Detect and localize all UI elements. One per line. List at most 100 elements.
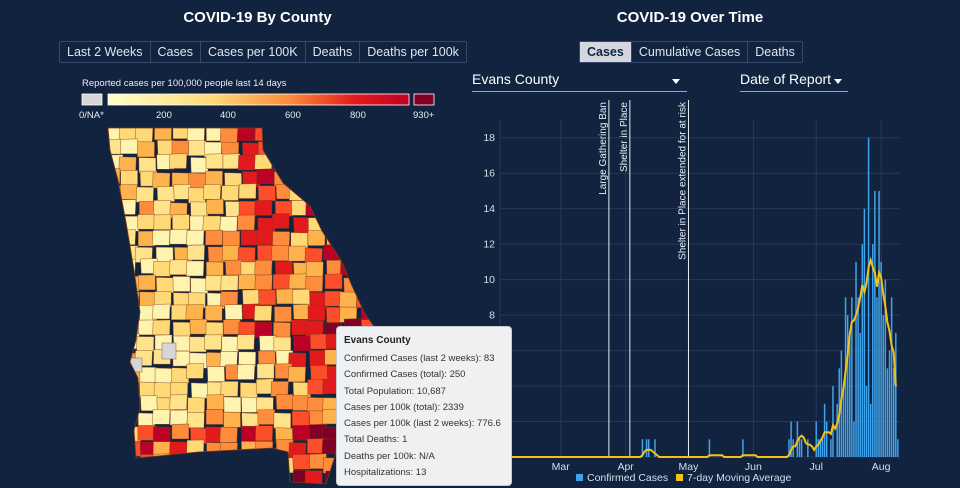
county-polygon[interactable] <box>156 186 175 202</box>
county-select[interactable]: Evans County <box>472 71 687 92</box>
tab-last-2-weeks[interactable]: Last 2 Weeks <box>60 42 151 62</box>
case-bar[interactable] <box>708 439 711 457</box>
county-polygon[interactable] <box>153 261 171 277</box>
date-mode-select[interactable]: Date of Report <box>740 71 848 92</box>
case-bar[interactable] <box>869 403 872 457</box>
case-bar[interactable] <box>863 208 866 457</box>
county-polygon[interactable] <box>258 185 276 201</box>
county-polygon[interactable] <box>324 273 343 290</box>
tab-deaths-over-time[interactable]: Deaths <box>755 45 795 59</box>
case-bar[interactable] <box>859 332 861 457</box>
case-bar[interactable] <box>647 439 650 457</box>
county-polygon[interactable] <box>186 363 205 379</box>
county-polygon[interactable] <box>220 381 239 397</box>
county-polygon[interactable] <box>238 154 256 171</box>
case-bar[interactable] <box>800 439 803 457</box>
case-bar[interactable] <box>872 244 874 457</box>
case-bar[interactable] <box>874 190 876 457</box>
case-bar[interactable] <box>867 137 870 457</box>
case-bar[interactable] <box>823 403 826 457</box>
county-polygon[interactable] <box>206 198 224 215</box>
county-polygon[interactable] <box>238 351 256 368</box>
county-polygon[interactable] <box>205 229 223 246</box>
county-polygon[interactable] <box>224 304 243 320</box>
county-polygon-na[interactable] <box>161 342 177 360</box>
county-polygon[interactable] <box>205 409 224 425</box>
county-polygon[interactable] <box>223 396 242 413</box>
county-polygon[interactable] <box>137 230 156 247</box>
case-bar[interactable] <box>825 421 828 457</box>
case-bar[interactable] <box>857 297 859 457</box>
county-polygon[interactable] <box>253 305 273 321</box>
county-polygon[interactable] <box>138 274 156 291</box>
county-polygon[interactable] <box>219 426 238 443</box>
county-polygon[interactable] <box>223 411 241 428</box>
tab-cases-per-100k[interactable]: Cases per 100K <box>201 42 306 62</box>
case-bar[interactable] <box>798 439 801 457</box>
county-polygon[interactable] <box>152 303 171 320</box>
case-bar[interactable] <box>880 261 882 457</box>
case-bar[interactable] <box>897 439 899 457</box>
tab-deaths[interactable]: Deaths <box>306 42 361 62</box>
county-polygon[interactable] <box>238 183 257 199</box>
county-polygon[interactable] <box>170 382 189 398</box>
county-polygon[interactable] <box>258 289 277 306</box>
county-polygon[interactable] <box>237 126 256 141</box>
case-bar[interactable] <box>876 297 878 457</box>
county-polygon[interactable] <box>309 333 328 350</box>
case-bar[interactable] <box>788 439 790 457</box>
case-bar[interactable] <box>855 261 857 457</box>
county-polygon[interactable] <box>152 230 171 246</box>
county-polygon[interactable] <box>205 275 224 291</box>
county-polygon[interactable] <box>256 363 275 379</box>
county-polygon[interactable] <box>153 291 172 308</box>
case-bar[interactable] <box>790 421 792 457</box>
case-bar[interactable] <box>654 439 656 457</box>
county-polygon[interactable] <box>255 425 273 441</box>
case-bar[interactable] <box>819 439 822 457</box>
case-bar[interactable] <box>861 244 864 457</box>
county-polygon[interactable] <box>256 168 274 184</box>
county-polygon[interactable] <box>187 244 205 261</box>
county-polygon[interactable] <box>304 470 323 486</box>
county-polygon[interactable] <box>221 336 239 352</box>
county-polygon[interactable] <box>189 336 207 353</box>
tab-cases-over-time[interactable]: Cases <box>580 42 632 62</box>
county-polygon[interactable] <box>186 412 205 429</box>
county-polygon[interactable] <box>204 305 223 321</box>
county-polygon[interactable] <box>152 409 171 425</box>
case-bar[interactable] <box>848 332 851 457</box>
case-bar[interactable] <box>645 439 648 457</box>
county-polygon[interactable] <box>275 200 293 217</box>
case-bar[interactable] <box>830 439 832 457</box>
county-polygon[interactable] <box>236 334 255 350</box>
county-polygon[interactable] <box>171 304 189 321</box>
county-polygon[interactable] <box>292 454 311 470</box>
county-polygon[interactable] <box>137 141 155 158</box>
case-bar[interactable] <box>851 297 853 457</box>
county-polygon[interactable] <box>254 200 273 216</box>
county-polygon[interactable] <box>169 153 188 169</box>
county-polygon[interactable] <box>169 394 188 410</box>
county-polygon[interactable] <box>287 366 306 383</box>
case-bar[interactable] <box>888 350 891 457</box>
case-bar[interactable] <box>836 403 838 457</box>
county-polygon[interactable] <box>171 423 190 440</box>
case-bar[interactable] <box>895 332 897 457</box>
county-polygon[interactable] <box>237 214 256 231</box>
case-bar[interactable] <box>892 368 895 457</box>
county-polygon[interactable] <box>220 275 239 291</box>
case-bar[interactable] <box>817 439 820 457</box>
county-polygon[interactable] <box>172 276 191 292</box>
tab-cases[interactable]: Cases <box>151 42 201 62</box>
county-polygon[interactable] <box>307 379 326 395</box>
county-polygon[interactable] <box>186 260 205 277</box>
county-polygon[interactable] <box>172 214 190 230</box>
county-polygon[interactable] <box>221 185 239 201</box>
case-bar[interactable] <box>821 439 824 457</box>
county-polygon[interactable] <box>171 367 189 384</box>
case-bar[interactable] <box>878 190 880 457</box>
case-bar[interactable] <box>641 439 644 457</box>
